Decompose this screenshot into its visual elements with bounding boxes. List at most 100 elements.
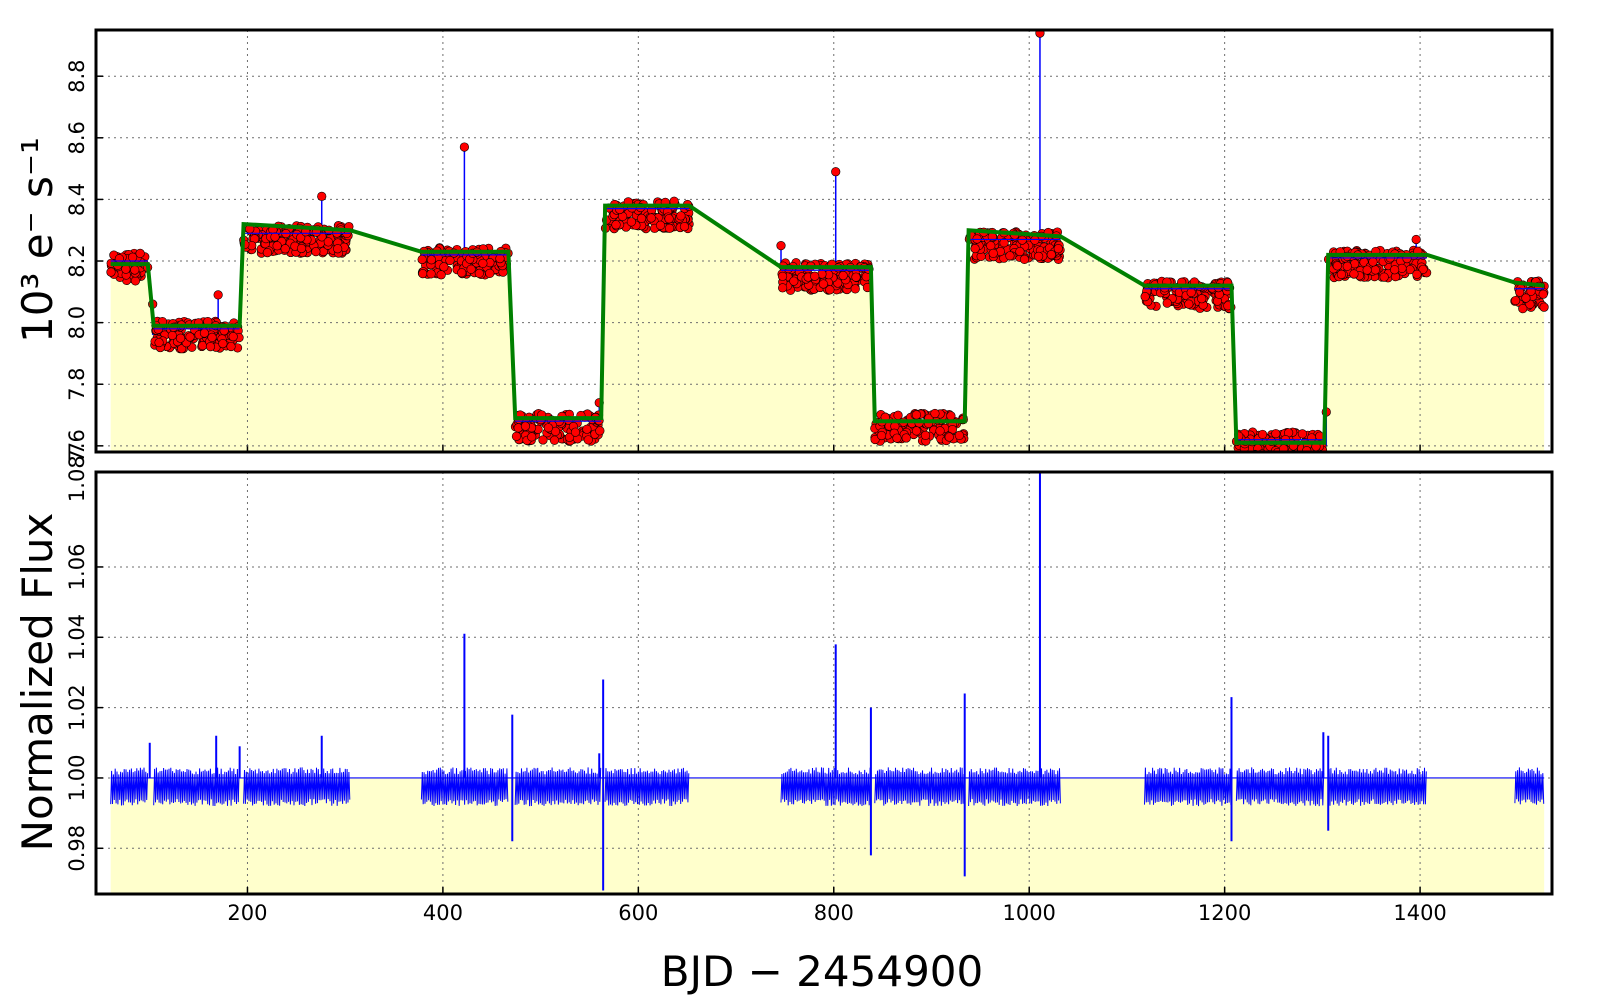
outlier-point (459, 142, 469, 152)
data-point (1510, 295, 1521, 306)
y-tick-label: 1.00 (65, 755, 89, 802)
data-point (426, 255, 437, 265)
data-point (511, 431, 522, 441)
data-point (1349, 269, 1359, 279)
data-point (777, 271, 788, 281)
data-point (495, 254, 505, 264)
data-point (1005, 251, 1015, 261)
data-point (1266, 452, 1275, 461)
y-tick-label: 7.8 (65, 368, 89, 401)
data-point (270, 232, 280, 242)
data-point (1370, 265, 1380, 275)
data-point (543, 423, 553, 433)
data-point (520, 421, 531, 431)
data-point (426, 269, 436, 279)
data-point (485, 268, 495, 278)
outlier-point (776, 241, 786, 251)
data-point (549, 435, 560, 445)
data-point (114, 254, 124, 264)
x-tick-label: 1200 (1198, 901, 1251, 925)
data-point (280, 244, 290, 254)
x-tick-label: 400 (423, 901, 463, 925)
flux-noise-segment (1327, 767, 1427, 806)
data-point (655, 220, 666, 230)
data-point (930, 408, 940, 419)
data-point (1291, 454, 1300, 463)
flux-noise-segment (1235, 767, 1325, 807)
y-tick-label: 8.4 (65, 183, 89, 216)
data-point (777, 283, 788, 293)
data-point (570, 427, 581, 437)
data-point (1238, 454, 1247, 463)
flux-noise-segment (420, 767, 509, 807)
data-point (1233, 453, 1242, 462)
data-point (1289, 454, 1298, 463)
data-point (1521, 293, 1531, 303)
data-point (850, 284, 860, 294)
bottom-data-layer (110, 472, 1545, 891)
data-point (676, 211, 686, 221)
data-point (478, 258, 488, 268)
y-tick-label: 8.2 (65, 244, 89, 277)
data-point (218, 338, 228, 349)
data-point (1332, 261, 1342, 271)
data-point (636, 213, 647, 223)
data-point (1271, 429, 1281, 439)
data-point (466, 264, 476, 274)
data-point (1297, 429, 1308, 439)
flux-noise-segment (780, 767, 871, 807)
data-point (106, 267, 116, 277)
data-point (474, 268, 484, 279)
data-point (1262, 453, 1271, 462)
data-point (1162, 298, 1172, 308)
y-tick-label: 8.8 (65, 60, 89, 93)
data-point (436, 270, 446, 280)
flux-noise-segment (1514, 767, 1545, 805)
data-point (135, 248, 145, 258)
data-point (226, 341, 236, 352)
data-point (1418, 264, 1428, 275)
bottom-panel-frame (94, 470, 1554, 896)
data-point (1518, 304, 1528, 314)
data-point (935, 426, 945, 436)
bottom-panel: 200 400 600 800 1000 1200 1400 0.98 1.00 1.02 1.04… (65, 442, 1554, 925)
data-point (664, 223, 675, 233)
data-point (920, 430, 931, 440)
data-point (175, 333, 186, 343)
data-point (954, 430, 965, 440)
data-point (583, 435, 593, 445)
top-data-layer (106, 30, 1549, 464)
data-point (1313, 455, 1322, 464)
data-point (988, 248, 998, 258)
data-point (417, 254, 427, 265)
data-point (1342, 261, 1352, 271)
y-tick-label: 7.6 (65, 429, 89, 462)
data-point (1362, 265, 1372, 275)
flux-noise-segment (874, 767, 965, 807)
data-point (838, 270, 848, 281)
data-point (664, 214, 674, 224)
data-point (1197, 294, 1207, 304)
data-point (1283, 453, 1292, 462)
trend-line (110, 203, 1545, 445)
x-tick-label: 1000 (1002, 901, 1055, 925)
data-point (1019, 254, 1030, 265)
y-tick-label: 1.04 (65, 614, 89, 661)
flux-noise-segment (243, 767, 351, 807)
outlier-point (1411, 234, 1421, 245)
data-point (272, 241, 282, 251)
data-point (970, 243, 980, 254)
data-point (130, 265, 140, 275)
top-y-axis-label: 10³ e⁻ s⁻¹ (13, 137, 62, 343)
flux-noise-segment (110, 767, 149, 806)
data-point (1034, 251, 1044, 261)
data-point (262, 247, 272, 258)
data-point (999, 238, 1009, 248)
data-point (611, 220, 621, 230)
data-point (296, 243, 307, 254)
outlier-point (317, 191, 327, 201)
data-point (167, 330, 177, 341)
data-point (128, 252, 138, 262)
data-point (986, 241, 996, 251)
